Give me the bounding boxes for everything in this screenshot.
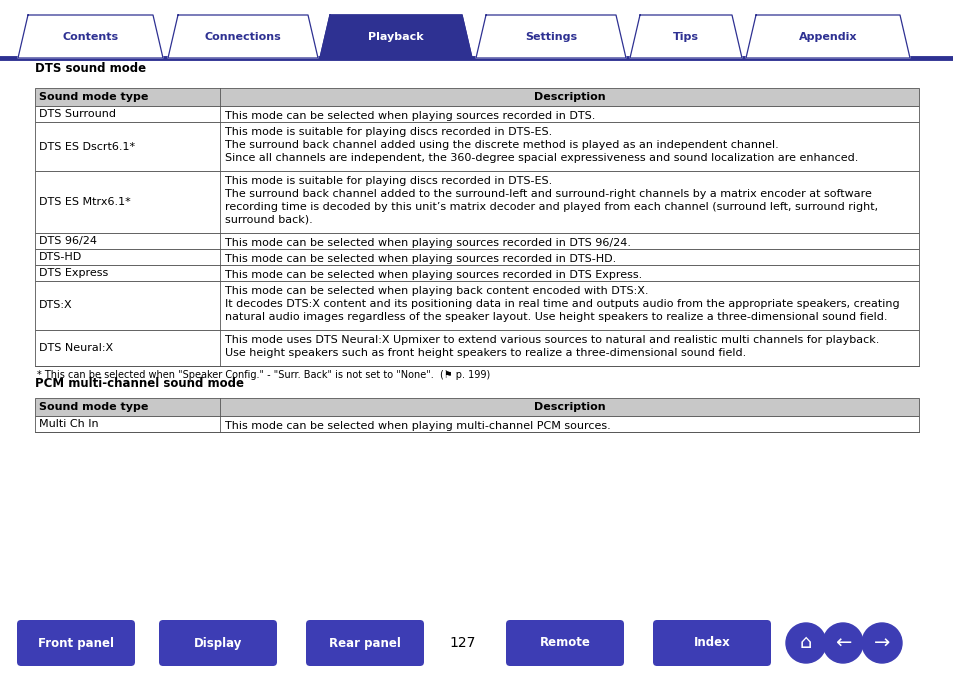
Text: DTS sound mode: DTS sound mode: [35, 62, 146, 75]
Text: DTS Surround: DTS Surround: [39, 109, 116, 119]
Text: Contents: Contents: [62, 32, 118, 42]
Bar: [35, 106, 918, 122]
Text: natural audio images regardless of the speaker layout. Use height speakers to re: natural audio images regardless of the s…: [225, 312, 886, 322]
Text: Appendix: Appendix: [798, 32, 857, 42]
Text: Index: Index: [693, 637, 730, 649]
FancyBboxPatch shape: [652, 620, 770, 666]
Text: The surround back channel added using the discrete method is played as an indepe: The surround back channel added using th…: [225, 140, 778, 150]
Bar: [35, 281, 918, 330]
Text: →: →: [873, 633, 889, 653]
Text: Sound mode type: Sound mode type: [39, 92, 149, 102]
Text: Connections: Connections: [204, 32, 281, 42]
Polygon shape: [629, 15, 741, 58]
Text: PCM multi-channel sound mode: PCM multi-channel sound mode: [35, 377, 244, 390]
Text: DTS Neural:X: DTS Neural:X: [39, 343, 113, 353]
Bar: [35, 122, 918, 171]
Text: Playback: Playback: [368, 32, 423, 42]
Bar: [35, 171, 918, 233]
Polygon shape: [168, 15, 317, 58]
Bar: [35, 88, 918, 106]
Text: This mode can be selected when playing sources recorded in DTS-HD.: This mode can be selected when playing s…: [225, 254, 616, 264]
Text: recording time is decoded by this unit’s matrix decoder and played from each cha: recording time is decoded by this unit’s…: [225, 202, 877, 212]
Text: This mode can be selected when playing sources recorded in DTS Express.: This mode can be selected when playing s…: [225, 270, 641, 280]
Text: Since all channels are independent, the 360-degree spacial expressiveness and so: Since all channels are independent, the …: [225, 153, 858, 163]
Text: Description: Description: [533, 402, 604, 412]
Text: 127: 127: [450, 636, 476, 650]
Text: Rear panel: Rear panel: [329, 637, 400, 649]
Text: This mode can be selected when playing sources recorded in DTS 96/24.: This mode can be selected when playing s…: [225, 238, 630, 248]
FancyBboxPatch shape: [505, 620, 623, 666]
Text: Settings: Settings: [524, 32, 577, 42]
Text: This mode is suitable for playing discs recorded in DTS-ES.: This mode is suitable for playing discs …: [225, 176, 552, 186]
Text: This mode uses DTS Neural:X Upmixer to extend various sources to natural and rea: This mode uses DTS Neural:X Upmixer to e…: [225, 335, 879, 345]
Text: This mode can be selected when playing back content encoded with DTS:X.: This mode can be selected when playing b…: [225, 286, 648, 296]
Bar: [35, 416, 918, 432]
Text: Display: Display: [193, 637, 242, 649]
FancyBboxPatch shape: [159, 620, 276, 666]
Polygon shape: [745, 15, 909, 58]
Text: The surround back channel added to the surround-left and surround-right channels: The surround back channel added to the s…: [225, 189, 871, 199]
Text: Remote: Remote: [539, 637, 590, 649]
Bar: [35, 249, 918, 265]
Text: * This can be selected when "Speaker Config." - "Surr. Back" is not set to "None: * This can be selected when "Speaker Con…: [37, 370, 490, 380]
Polygon shape: [476, 15, 625, 58]
Text: This mode can be selected when playing multi-channel PCM sources.: This mode can be selected when playing m…: [225, 421, 610, 431]
Polygon shape: [319, 15, 472, 58]
Text: ←: ←: [834, 633, 850, 653]
Text: DTS 96/24: DTS 96/24: [39, 236, 97, 246]
FancyBboxPatch shape: [17, 620, 135, 666]
FancyBboxPatch shape: [306, 620, 423, 666]
Circle shape: [862, 623, 901, 663]
Text: Use height speakers such as front height speakers to realize a three-dimensional: Use height speakers such as front height…: [225, 348, 745, 358]
Text: DTS ES Dscrt6.1*: DTS ES Dscrt6.1*: [39, 141, 135, 151]
Text: surround back).: surround back).: [225, 215, 313, 225]
Text: DTS:X: DTS:X: [39, 301, 72, 310]
Text: This mode is suitable for playing discs recorded in DTS-ES.: This mode is suitable for playing discs …: [225, 127, 552, 137]
Bar: [35, 330, 918, 366]
Circle shape: [785, 623, 825, 663]
Bar: [35, 398, 918, 416]
Text: DTS-HD: DTS-HD: [39, 252, 82, 262]
Text: ⌂: ⌂: [799, 633, 811, 653]
Polygon shape: [18, 15, 163, 58]
Circle shape: [822, 623, 862, 663]
Bar: [35, 233, 918, 249]
Text: This mode can be selected when playing sources recorded in DTS.: This mode can be selected when playing s…: [225, 111, 595, 121]
Text: DTS Express: DTS Express: [39, 268, 108, 278]
Text: Sound mode type: Sound mode type: [39, 402, 149, 412]
Text: Description: Description: [533, 92, 604, 102]
Text: Multi Ch In: Multi Ch In: [39, 419, 98, 429]
Text: It decodes DTS:X content and its positioning data in real time and outputs audio: It decodes DTS:X content and its positio…: [225, 299, 899, 309]
Text: DTS ES Mtrx6.1*: DTS ES Mtrx6.1*: [39, 197, 131, 207]
Text: Front panel: Front panel: [38, 637, 113, 649]
Text: Tips: Tips: [672, 32, 699, 42]
Bar: [35, 265, 918, 281]
